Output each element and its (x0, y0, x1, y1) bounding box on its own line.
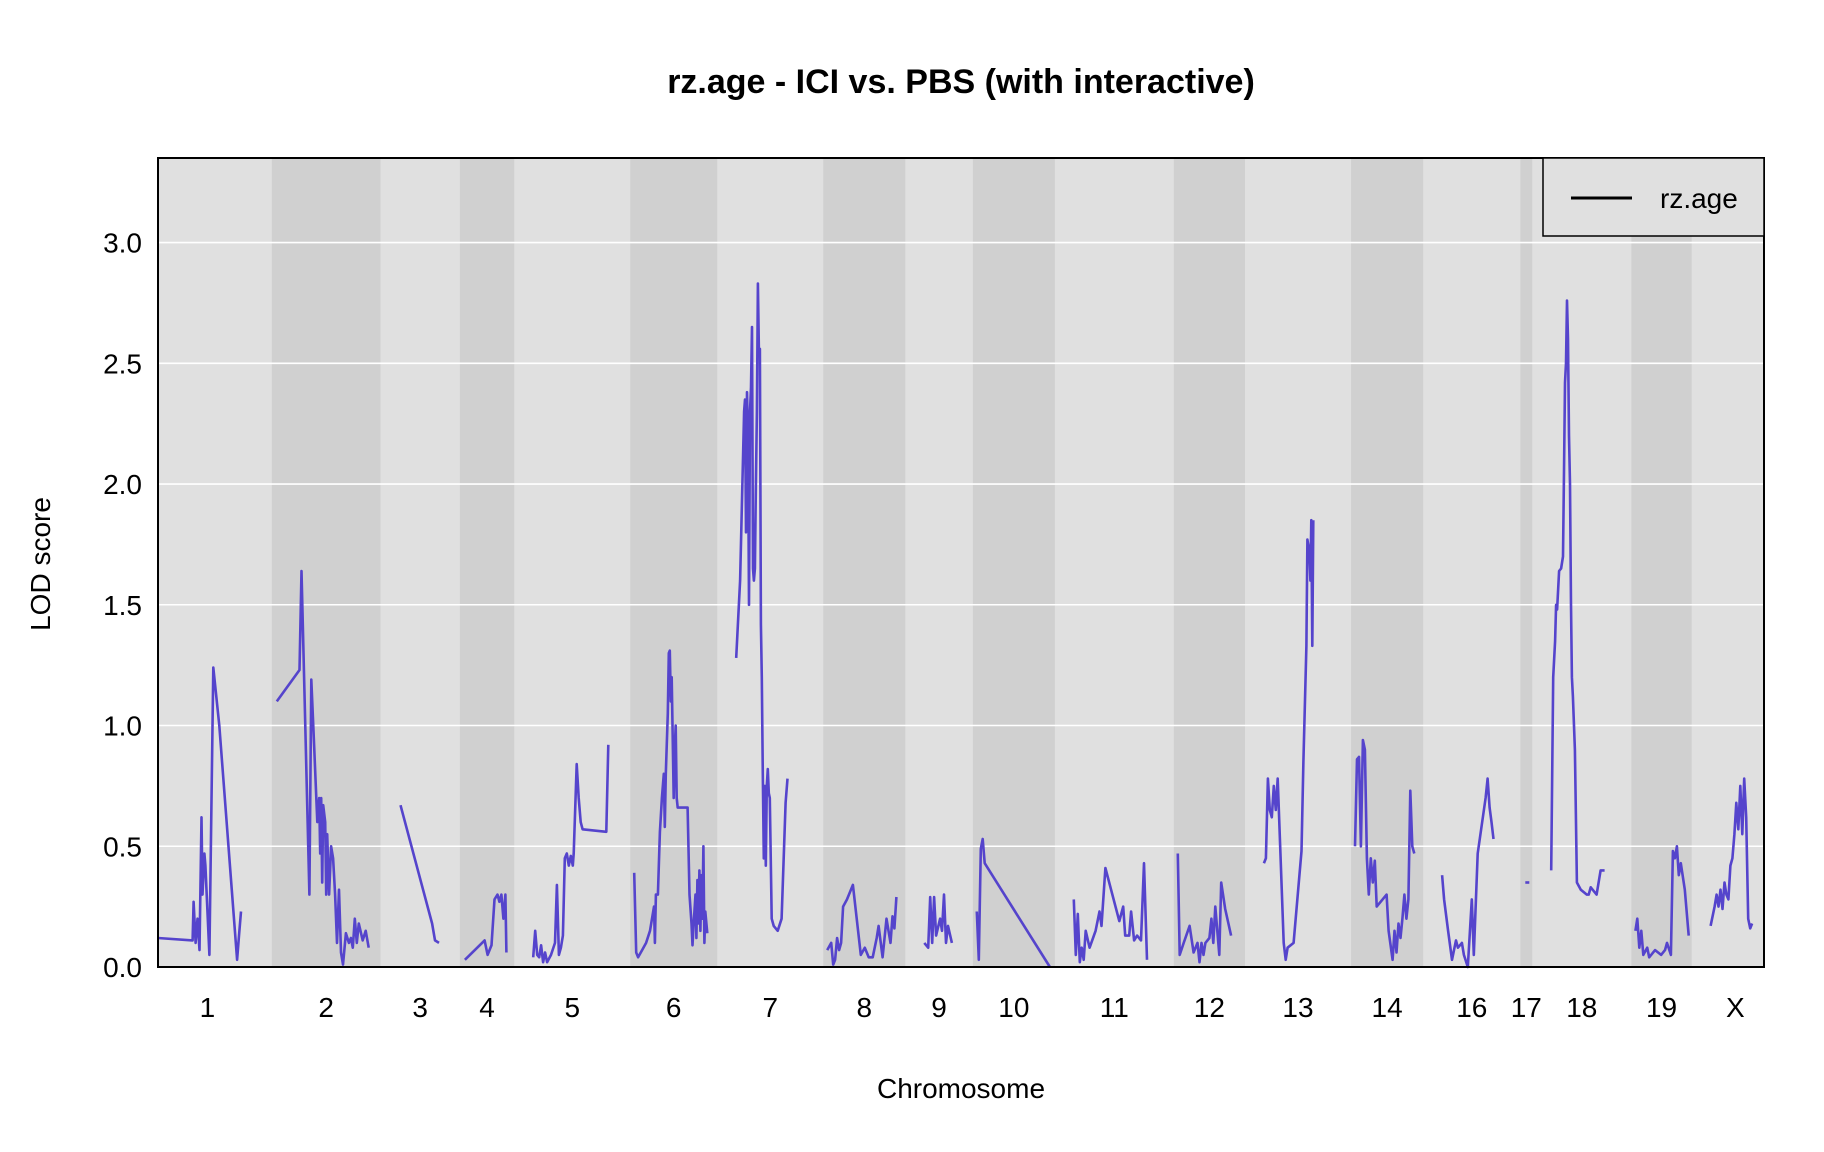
x-tick-label: 19 (1646, 992, 1677, 1023)
lod-line-chr-11 (1072, 861, 1149, 964)
lod-lines (157, 282, 1754, 969)
lod-line-chr-19 (1634, 844, 1690, 959)
y-axis: 0.0 0.5 1.0 1.5 2.0 2.5 3.0 (103, 228, 142, 983)
plot-panel (158, 158, 1764, 967)
x-tick-label: 2 (318, 992, 334, 1023)
x-tick-label: 6 (666, 992, 682, 1023)
legend-label: rz.age (1660, 183, 1738, 214)
y-tick-label: 0.5 (103, 831, 142, 862)
y-tick-label: 2.0 (103, 469, 142, 500)
lod-line-chr-14 (1353, 738, 1416, 962)
x-tick-label: 13 (1282, 992, 1313, 1023)
chromosome-bands (158, 158, 1764, 967)
chromosome-band-19 (1631, 158, 1692, 967)
lod-line-chr-12 (1176, 853, 1233, 964)
lod-line-chr-7 (734, 282, 789, 933)
x-tick-label: 1 (200, 992, 216, 1023)
y-axis-label: LOD score (25, 497, 56, 631)
x-tick-label: 17 (1511, 992, 1542, 1023)
y-tick-label: 0.0 (103, 952, 142, 983)
lod-line-chr-5 (531, 744, 610, 964)
x-axis-label: Chromosome (877, 1073, 1045, 1104)
lod-line-chr-X (1709, 777, 1754, 930)
x-tick-label: 7 (762, 992, 778, 1023)
x-tick-label: X (1726, 992, 1745, 1023)
x-tick-label: 8 (857, 992, 873, 1023)
chromosome-band-4 (459, 158, 515, 967)
lod-line-chr-1 (157, 666, 243, 962)
chromosome-band-8 (823, 158, 906, 967)
x-tick-label: 18 (1566, 992, 1597, 1023)
chromosome-band-17 (1520, 158, 1533, 967)
chart-title: rz.age - ICI vs. PBS (with interactive) (667, 63, 1255, 101)
chromosome-band-12 (1173, 158, 1245, 967)
lod-line-chr-8 (826, 883, 898, 966)
x-tick-label: 12 (1194, 992, 1225, 1023)
y-tick-label: 2.5 (103, 348, 142, 379)
plot-frame (157, 157, 1765, 968)
lod-line-chr-2 (275, 569, 370, 966)
y-tick-label: 1.0 (103, 711, 142, 742)
chromosome-band-6 (630, 158, 718, 967)
lod-line-chr-13 (1262, 518, 1315, 962)
chromosome-band-10 (972, 158, 1055, 967)
x-tick-label: 5 (564, 992, 580, 1023)
x-axis: 1 2 3 4 5 6 7 8 9 10 11 12 13 14 16 17 18 19 X (200, 992, 1745, 1023)
lod-line-chr-6 (632, 649, 709, 959)
y-tick-label: 3.0 (103, 228, 142, 259)
x-tick-label: 4 (479, 992, 495, 1023)
x-tick-label: 3 (412, 992, 428, 1023)
y-tick-label: 1.5 (103, 590, 142, 621)
legend: rz.age (1542, 157, 1765, 237)
lod-line-chr-4 (463, 893, 508, 961)
lod-line-chr-3 (399, 804, 440, 945)
lod-line-chr-10 (975, 837, 1052, 968)
lod-line-chr-18 (1549, 299, 1605, 896)
x-tick-label: 11 (1100, 992, 1129, 1023)
x-tick-label: 10 (998, 992, 1029, 1023)
lod-line-chr-9 (923, 893, 954, 950)
x-tick-label: 16 (1456, 992, 1487, 1023)
x-tick-label: 9 (931, 992, 947, 1023)
x-tick-label: 14 (1372, 992, 1403, 1023)
